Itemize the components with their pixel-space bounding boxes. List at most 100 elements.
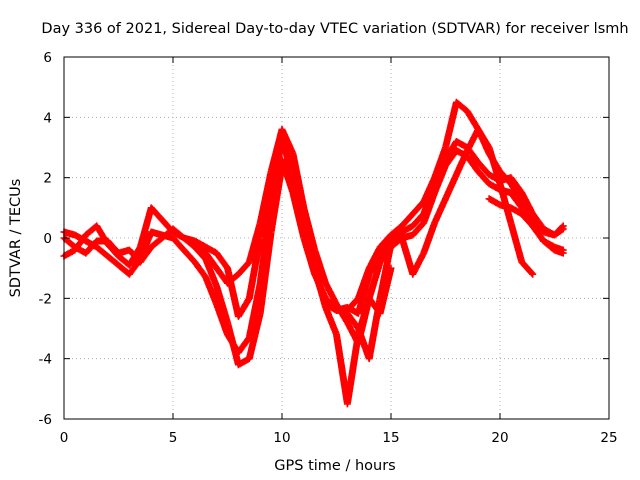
- sample-markers: [442, 139, 460, 162]
- sample-markers: [410, 251, 427, 277]
- sample-markers: [170, 235, 187, 253]
- data-series: [60, 98, 567, 408]
- sample-markers: [322, 281, 340, 307]
- sample-markers: [497, 169, 514, 187]
- sample-markers: [148, 205, 165, 223]
- sample-markers: [420, 175, 438, 204]
- sample-markers: [475, 169, 492, 187]
- y-tick-label: -4: [39, 352, 52, 368]
- sample-markers: [214, 250, 231, 271]
- x-axis-label: GPS time / hours: [274, 458, 395, 474]
- sample-markers: [399, 211, 416, 229]
- sample-markers: [235, 296, 252, 319]
- sample-markers: [170, 226, 187, 241]
- sample-markers: [83, 238, 100, 256]
- sample-markers: [541, 238, 557, 253]
- sample-markers: [507, 220, 525, 265]
- sample-markers: [246, 281, 264, 340]
- axis-ticks: 0 5 10 15 20 25 -6 -4 -2 0 2 4 6: [39, 50, 618, 446]
- sample-markers: [235, 259, 252, 277]
- sample-markers: [453, 148, 471, 177]
- data-point: [559, 222, 567, 230]
- x-tick-label: 15: [382, 430, 399, 446]
- x-tick-label: 5: [169, 430, 178, 446]
- sample-markers: [105, 238, 121, 256]
- sample-markers: [148, 235, 165, 250]
- sample-markers: [322, 305, 340, 337]
- y-tick-label: 0: [43, 231, 52, 247]
- data-point: [529, 270, 537, 278]
- sample-markers: [279, 127, 296, 156]
- sample-markers: [137, 205, 155, 249]
- sample-markers: [519, 211, 536, 229]
- sample-markers: [300, 220, 318, 271]
- sample-markers: [355, 266, 373, 301]
- sample-markers: [464, 154, 481, 174]
- sample-markers: [267, 163, 286, 234]
- series-track-d: [180, 162, 395, 408]
- y-tick-label: 4: [43, 110, 52, 126]
- y-tick-label: -6: [39, 412, 52, 428]
- sample-markers: [420, 190, 438, 225]
- sample-markers: [519, 190, 536, 216]
- sample-markers: [398, 236, 416, 277]
- sample-markers: [475, 160, 492, 178]
- sample-markers: [376, 242, 395, 301]
- sample-markers: [552, 223, 566, 238]
- sample-markers: [214, 265, 231, 286]
- x-tick-label: 10: [273, 430, 290, 446]
- sample-markers: [235, 335, 252, 355]
- sample-markers: [431, 196, 449, 225]
- sample-markers: [202, 275, 220, 307]
- sample-markers: [464, 109, 481, 132]
- sample-markers: [366, 296, 384, 361]
- sample-markers: [61, 235, 78, 250]
- sample-markers: [344, 332, 362, 406]
- x-tick-label: 25: [600, 430, 617, 446]
- sample-markers: [442, 148, 459, 168]
- sample-markers: [257, 181, 275, 240]
- sample-markers: [224, 266, 242, 319]
- x-tick-label: 20: [491, 430, 508, 446]
- sample-markers: [442, 172, 460, 201]
- sample-markers: [181, 247, 198, 265]
- sample-markers: [311, 266, 329, 310]
- sample-markers: [475, 127, 492, 150]
- sample-markers: [442, 100, 460, 150]
- sample-markers: [454, 99, 470, 114]
- sample-markers: [181, 235, 198, 250]
- chart-title: Day 336 of 2021, Sidereal Day-to-day VTE…: [41, 21, 628, 37]
- sample-markers: [202, 257, 220, 289]
- sample-markers: [94, 244, 110, 259]
- y-tick-label: -2: [39, 291, 52, 307]
- sample-markers: [137, 244, 154, 265]
- y-tick-label: 2: [43, 171, 52, 187]
- sample-markers: [213, 284, 231, 325]
- sample-markers: [410, 211, 427, 229]
- sample-markers: [486, 145, 503, 186]
- sample-markers: [203, 250, 220, 271]
- sample-markers: [431, 145, 449, 180]
- sample-markers: [256, 199, 275, 286]
- sample-markers: [519, 259, 536, 277]
- sample-markers: [289, 190, 307, 240]
- sample-markers: [105, 253, 121, 268]
- sample-markers: [246, 311, 264, 361]
- sample-markers: [246, 236, 264, 301]
- series-track-e: [343, 125, 537, 363]
- sample-markers: [410, 220, 427, 238]
- series-track-f: [485, 195, 567, 257]
- sample-markers: [126, 247, 143, 265]
- sample-markers: [366, 245, 383, 271]
- data-point: [559, 249, 567, 257]
- sample-markers: [431, 163, 449, 195]
- sample-markers: [420, 220, 438, 256]
- sample-markers: [224, 320, 242, 367]
- sample-markers: [508, 181, 525, 204]
- sample-markers: [530, 223, 547, 244]
- sample-markers: [192, 259, 209, 280]
- y-axis-label: SDTVAR / TECUs: [8, 179, 24, 298]
- y-tick-label: 6: [43, 50, 52, 66]
- sample-markers: [256, 230, 275, 316]
